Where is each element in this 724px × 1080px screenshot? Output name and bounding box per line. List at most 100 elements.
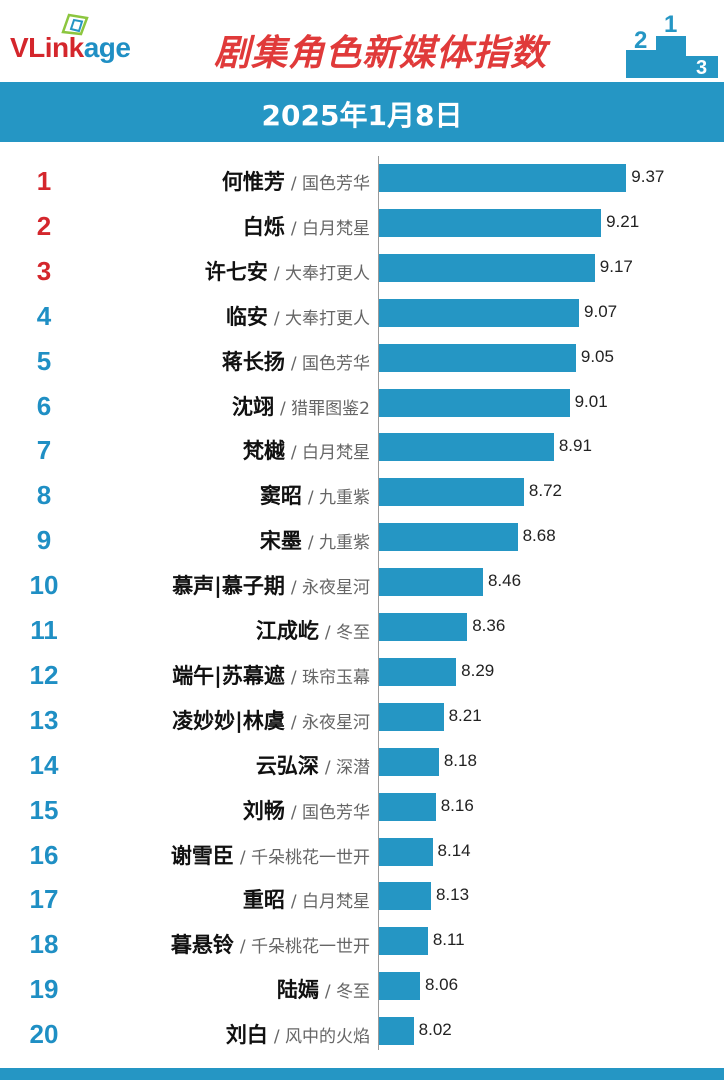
chart-row: 13 凌妙妙|林虞 / 永夜星河 8.21 [0, 699, 724, 743]
rank-number: 13 [29, 704, 59, 735]
character-name: 云弘深 [255, 753, 319, 778]
value-bar [379, 433, 554, 462]
label-separator: / [273, 263, 285, 284]
logo-text-age: age [83, 32, 131, 63]
value-label: 8.18 [443, 750, 477, 770]
chart-row: 17 重昭 / 白月梵星 8.13 [0, 878, 724, 922]
show-title: 猎罪图鉴2 [291, 398, 370, 419]
logo-frame-icon [61, 13, 89, 36]
chart-row: 18 暮悬铃 / 千朵桃花一世开 8.11 [0, 923, 724, 967]
page-title: 剧集角色新媒体指数 [214, 33, 548, 74]
row-label: 凌妙妙|林虞 / 永夜星河 [172, 705, 370, 735]
show-title: 千朵桃花一世开 [251, 937, 370, 958]
value-bar [379, 388, 570, 417]
character-name: 沈翊 [232, 394, 275, 419]
value-bar [379, 657, 457, 686]
row-label: 江成屹 / 冬至 [256, 615, 370, 645]
value-bar [379, 1017, 414, 1046]
rank-number: 1 [36, 166, 52, 196]
label-separator: / [280, 398, 292, 419]
chart-row: 7 梵樾 / 白月梵星 8.91 [0, 429, 724, 473]
chart-row: 1 何惟芳 / 国色芳华 9.37 [0, 160, 724, 204]
show-title: 永夜星河 [302, 712, 370, 733]
label-separator: / [324, 623, 336, 643]
rank-number: 18 [29, 929, 59, 960]
value-bar [379, 613, 468, 641]
rank-number: 3 [36, 255, 52, 286]
date-label: 2025年1月8日 [261, 99, 463, 132]
row-label: 宋墨 / 九重紫 [260, 525, 370, 555]
show-title: 风中的火焰 [285, 1027, 370, 1048]
logo-text-vlink: VLink [10, 32, 84, 63]
chart-row: 8 窦昭 / 九重紫 8.72 [0, 474, 724, 518]
character-name: 许七安 [204, 259, 268, 284]
rank-number: 6 [36, 390, 52, 421]
value-label: 8.13 [435, 885, 470, 905]
character-name: 端午|苏幕遮 [172, 663, 285, 688]
podium-icon: 1 2 3 [626, 11, 718, 78]
chart-row: 10 慕声|慕子期 / 永夜星河 8.46 [0, 564, 724, 608]
show-title: 国色芳华 [302, 174, 370, 194]
chart-row: 6 沈翊 / 猎罪图鉴2 9.01 [0, 385, 724, 429]
value-label: 8.06 [424, 975, 459, 995]
value-label: 9.07 [584, 301, 618, 321]
value-bar [379, 702, 444, 731]
label-separator: / [290, 712, 302, 733]
rank-number: 20 [29, 1019, 59, 1050]
show-title: 国色芳华 [302, 353, 370, 374]
character-name: 重昭 [242, 888, 285, 913]
chart-row: 4 临安 / 大奉打更人 9.07 [0, 295, 724, 339]
date-banner: 2025年1月8日 [0, 82, 724, 142]
row-label: 沈翊 / 猎罪图鉴2 [232, 391, 370, 421]
character-name: 谢雪臣 [170, 843, 234, 868]
label-separator: / [324, 757, 336, 778]
svg-text:1: 1 [664, 11, 677, 38]
rank-number: 7 [36, 435, 52, 466]
value-label: 8.68 [522, 526, 556, 546]
row-label: 蒋长扬 / 国色芳华 [222, 346, 370, 376]
show-title: 白月梵星 [302, 443, 370, 464]
label-separator: / [290, 578, 302, 599]
character-name: 窦昭 [259, 484, 302, 509]
character-name: 慕声|慕子期 [172, 574, 285, 599]
row-label: 刘白 / 风中的火焰 [226, 1019, 370, 1049]
row-label: 梵樾 / 白月梵星 [243, 435, 370, 465]
character-name: 凌妙妙|林虞 [172, 708, 285, 733]
row-label: 暮悬铃 / 千朵桃花一世开 [171, 929, 370, 959]
show-title: 珠帘玉幕 [302, 667, 370, 688]
value-label: 8.46 [487, 571, 522, 591]
value-bar [379, 208, 602, 237]
chart-row: 15 刘畅 / 国色芳华 8.16 [0, 789, 724, 833]
rank-number: 10 [29, 570, 59, 601]
label-separator: / [290, 443, 302, 464]
value-bar [379, 972, 420, 1001]
show-title: 冬至 [336, 982, 370, 1003]
value-bar [379, 792, 436, 821]
rank-number: 8 [36, 480, 52, 511]
value-label: 8.02 [418, 1020, 452, 1040]
row-label: 何惟芳 / 国色芳华 [222, 166, 370, 196]
svg-text:3: 3 [696, 57, 707, 78]
value-bar [379, 343, 576, 372]
label-separator: / [290, 353, 302, 374]
label-separator: / [307, 488, 319, 509]
value-label: 8.16 [440, 795, 474, 815]
logo-text: VLinkage [10, 32, 131, 64]
header: VLinkage 剧集角色新媒体指数 1 2 3 [0, 0, 724, 82]
value-label: 9.01 [574, 391, 608, 411]
value-bar [379, 882, 431, 911]
label-separator: / [239, 937, 251, 958]
value-label: 8.29 [461, 660, 495, 680]
label-separator: / [290, 667, 302, 688]
row-label: 临安 / 大奉打更人 [226, 301, 370, 331]
value-bar [379, 523, 518, 552]
value-bar [379, 927, 428, 956]
show-title: 深潜 [336, 757, 370, 778]
value-bar [379, 478, 524, 507]
label-separator: / [290, 892, 302, 913]
chart-row: 19 陆嫣 / 冬至 8.06 [0, 968, 724, 1012]
label-separator: / [290, 218, 302, 239]
show-title: 永夜星河 [302, 578, 370, 599]
chart-row: 5 蒋长扬 / 国色芳华 9.05 [0, 340, 724, 384]
row-label: 谢雪臣 / 千朵桃花一世开 [171, 840, 370, 870]
